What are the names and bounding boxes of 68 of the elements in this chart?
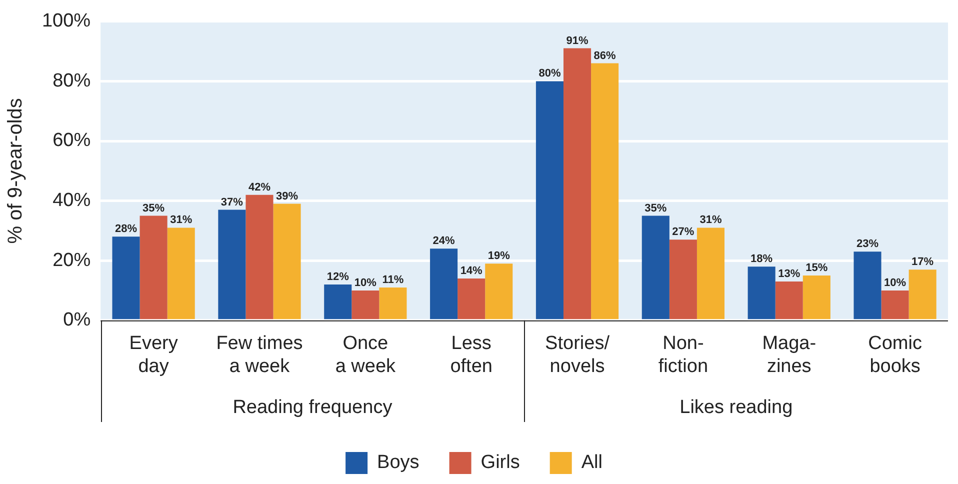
data-label: 13% [778, 268, 800, 280]
data-label: 28% [115, 223, 138, 236]
bar [748, 266, 776, 320]
data-label: 91% [566, 34, 588, 47]
x-tick-label: Few times a week [216, 333, 303, 377]
bar [669, 240, 697, 320]
data-label: 31% [700, 214, 722, 226]
bar [591, 63, 619, 320]
bar [352, 290, 380, 320]
legend-label: Boys [377, 452, 420, 474]
data-label: 42% [248, 181, 271, 194]
bar [458, 278, 486, 320]
bar [563, 48, 592, 320]
bar [112, 236, 140, 320]
text: Likes reading [680, 397, 793, 418]
y-tick-label: 80% [52, 70, 91, 92]
y-tick-label: 20% [52, 250, 91, 271]
data-label: 86% [594, 50, 616, 62]
data-label: 23% [856, 238, 879, 250]
bar [696, 228, 724, 320]
data-label: 17% [912, 256, 934, 268]
data-label: 11% [382, 274, 404, 286]
data-label: 24% [432, 235, 456, 248]
bar [324, 284, 352, 320]
y-tick-label: 100% [42, 10, 91, 32]
x-tick-label: Stories/ novels [545, 333, 610, 377]
y-axis-title: % of 9-year-olds [4, 98, 27, 244]
data-label: 35% [644, 202, 667, 214]
bar [379, 288, 407, 320]
data-label: 39% [276, 190, 298, 202]
data-label: 14% [460, 265, 483, 278]
x-tick-label: Comic books [868, 333, 922, 377]
bar [908, 270, 936, 320]
bar [140, 216, 168, 320]
bar [273, 204, 301, 320]
data-label: 31% [170, 214, 192, 226]
bar [536, 81, 564, 320]
bar [167, 228, 195, 320]
data-label: 27% [672, 226, 694, 238]
data-label: 37% [220, 196, 244, 208]
x-tick-label: Non- fiction [658, 333, 708, 377]
legend-label: Girls [480, 452, 520, 474]
bar [802, 276, 830, 320]
x-tick-label: Once a week [335, 333, 396, 377]
bar [246, 194, 274, 320]
data-label: 18% [750, 253, 773, 266]
data-label: 19% [488, 250, 510, 262]
bar [881, 290, 909, 320]
bar [218, 210, 246, 320]
bar [430, 248, 458, 320]
y-tick-label: 60% [52, 130, 91, 152]
x-tick-label: Every day [129, 333, 178, 377]
data-label: 80% [538, 68, 561, 80]
data-label: 35% [142, 202, 165, 214]
text: Reading frequency [232, 397, 393, 418]
bar [485, 264, 513, 320]
x-tick-label: Maga- zines [762, 333, 816, 377]
x-tick-label: Less often [450, 333, 492, 377]
y-tick-label: 40% [52, 190, 91, 212]
bar [854, 252, 882, 320]
legend-label: All [581, 452, 602, 474]
bar [775, 282, 803, 320]
data-label: 15% [806, 262, 828, 274]
y-tick-label: 0% [63, 310, 91, 331]
data-label: 12% [326, 271, 350, 284]
data-label: 10% [354, 277, 377, 290]
data-label: 10% [884, 277, 906, 290]
bar [642, 216, 670, 320]
